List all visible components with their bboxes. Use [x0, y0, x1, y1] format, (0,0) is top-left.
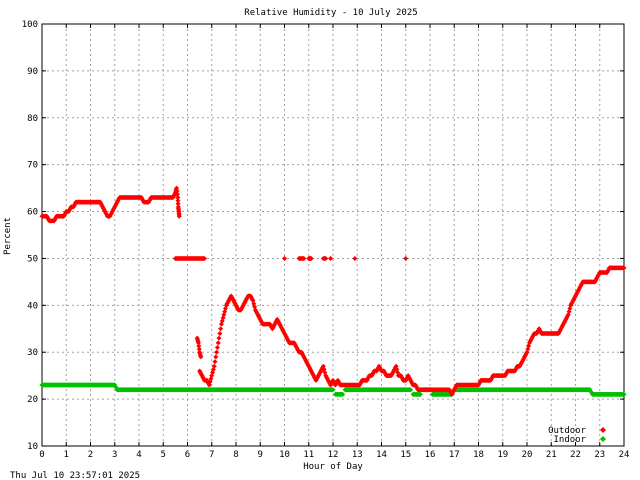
x-tick-label: 8: [233, 450, 238, 460]
legend: Outdoor Indoor: [548, 426, 606, 445]
outdoor-point: [621, 265, 627, 271]
x-tick-label: 14: [376, 450, 387, 460]
legend-indoor-marker: [600, 436, 606, 442]
outdoor-point: [215, 340, 221, 346]
x-tick-label: 10: [279, 450, 290, 460]
x-tick-label: 0: [39, 450, 44, 460]
y-tick-label: 30: [27, 348, 38, 358]
x-tick-label: 3: [112, 450, 117, 460]
outdoor-point: [195, 340, 201, 346]
y-tick-label: 90: [27, 67, 38, 77]
outdoor-point: [403, 255, 409, 261]
x-tick-label: 2: [88, 450, 93, 460]
outdoor-point: [174, 191, 180, 197]
x-tick-label: 1: [64, 450, 69, 460]
outdoor-point: [282, 255, 287, 261]
outdoor-point: [214, 345, 220, 351]
outdoor-point: [216, 335, 222, 341]
x-tick-label: 21: [546, 450, 557, 460]
outdoor-point: [352, 255, 358, 261]
outdoor-point: [175, 198, 181, 204]
outdoor-point: [214, 349, 220, 355]
legend-outdoor-label: Outdoor: [548, 426, 587, 436]
outdoor-point: [198, 354, 204, 360]
outdoor-point: [308, 255, 314, 261]
indoor-point: [340, 391, 346, 397]
outdoor-point: [196, 343, 202, 349]
outdoor-point: [174, 185, 180, 191]
outdoor-point: [201, 255, 207, 261]
x-axis-ticks: 0 1 2 3 4 5 6 7 8 9 10 11 12 13 14 15 16 17 18 19 20 21 22 23 24: [39, 24, 629, 460]
x-tick-label: 16: [425, 450, 436, 460]
x-tick-label: 18: [473, 450, 484, 460]
outdoor-point: [212, 359, 218, 365]
x-tick-label: 20: [522, 450, 533, 460]
y-tick-label: 100: [22, 20, 38, 30]
x-tick-label: 13: [352, 450, 363, 460]
indoor-point: [330, 387, 336, 393]
outdoor-point: [174, 188, 180, 194]
x-axis-label: Hour of Day: [303, 462, 363, 472]
outdoor-point: [218, 326, 224, 332]
outdoor-point: [211, 363, 217, 369]
x-tick-label: 7: [209, 450, 214, 460]
y-tick-label: 10: [27, 442, 38, 452]
x-tick-label: 12: [328, 450, 339, 460]
y-tick-label: 50: [27, 254, 38, 264]
series-outdoor: [39, 185, 627, 397]
y-tick-label: 70: [27, 161, 38, 171]
y-tick-label: 60: [27, 208, 38, 218]
x-tick-label: 23: [594, 450, 605, 460]
outdoor-point: [175, 194, 181, 200]
legend-outdoor-marker: [600, 427, 606, 433]
chart-title: Relative Humidity - 10 July 2025: [244, 8, 417, 18]
y-axis-label: Percent: [3, 217, 13, 255]
outdoor-point: [175, 201, 181, 207]
timestamp-label: Thu Jul 10 23:57:01 2025: [10, 471, 140, 480]
y-tick-label: 20: [27, 395, 38, 405]
x-tick-label: 24: [619, 450, 630, 460]
x-tick-label: 5: [161, 450, 166, 460]
x-tick-label: 6: [185, 450, 190, 460]
outdoor-point: [323, 255, 329, 261]
outdoor-point: [328, 255, 334, 261]
x-tick-label: 9: [258, 450, 263, 460]
outdoor-point: [176, 213, 182, 219]
indoor-point: [588, 389, 594, 395]
outdoor-point: [252, 304, 258, 310]
x-tick-label: 15: [400, 450, 411, 460]
indoor-point: [113, 384, 119, 390]
x-tick-label: 17: [449, 450, 460, 460]
outdoor-point: [301, 255, 307, 261]
y-tick-label: 40: [27, 301, 38, 311]
chart-grid: [42, 24, 624, 446]
x-tick-label: 11: [303, 450, 314, 460]
outdoor-point: [217, 330, 223, 336]
y-tick-label: 80: [27, 114, 38, 124]
outdoor-point: [213, 354, 219, 360]
y-axis-ticks: 10 20 30 40 50 60 70 80 90 100: [22, 20, 624, 452]
x-tick-label: 19: [497, 450, 508, 460]
indoor-point: [417, 391, 423, 397]
x-tick-label: 22: [570, 450, 581, 460]
indoor-point: [621, 391, 627, 397]
outdoor-point: [196, 346, 202, 352]
x-tick-label: 4: [136, 450, 141, 460]
legend-indoor-label: Indoor: [553, 435, 586, 445]
indoor-point: [408, 387, 414, 393]
